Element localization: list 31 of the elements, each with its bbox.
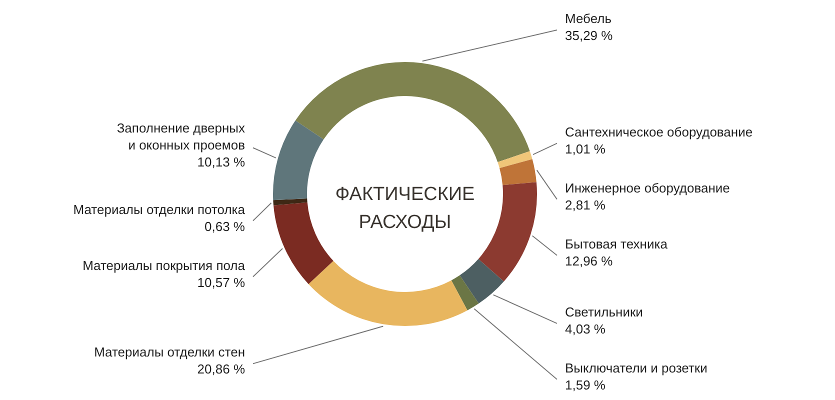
- donut-slice: [308, 260, 468, 326]
- slice-label: Выключатели и розетки: [565, 360, 708, 376]
- data-label: 2,81 %: [565, 197, 606, 212]
- slice-label: Бытовая техника: [565, 236, 668, 252]
- data-label: 10,13 %: [197, 154, 246, 170]
- data-label: 1,01 %: [565, 141, 606, 156]
- donut-slice: [295, 62, 530, 162]
- donut-slice: [273, 202, 334, 284]
- data-label: 12,96 %: [565, 253, 614, 268]
- data-label: 20,86 %: [197, 362, 246, 377]
- slice-label: Инженерное оборудование: [565, 180, 730, 196]
- donut-slice: [478, 182, 537, 282]
- donut-slice: [273, 120, 324, 200]
- donut-slice: [460, 258, 504, 304]
- donut-slice: [451, 275, 479, 310]
- data-label: 4,03 %: [565, 321, 606, 336]
- data-label: 35,29 %: [565, 28, 614, 43]
- data-label: 0,63 %: [204, 218, 246, 234]
- slice-label: Сантехническое оборудование: [565, 124, 753, 140]
- slice-label: Светильники: [565, 304, 643, 320]
- slice-label: Мебель: [565, 11, 612, 26]
- donut-slice: [498, 151, 532, 168]
- slice-label: Материалы отделки стен: [94, 344, 245, 360]
- donut-slice: [273, 198, 308, 206]
- data-label: 10,57 %: [197, 274, 246, 290]
- text: ФАКТИЧЕСКИЕ РАСХОДЫ: [335, 184, 475, 233]
- slice-label: Материалы покрытия пола: [82, 258, 246, 273]
- donut-slice: [500, 159, 536, 186]
- slice-label: Заполнение дверных и оконных проемов: [116, 120, 246, 152]
- slice-label: Материалы отделки потолка: [73, 202, 246, 217]
- data-label: 1,59 %: [565, 377, 606, 392]
